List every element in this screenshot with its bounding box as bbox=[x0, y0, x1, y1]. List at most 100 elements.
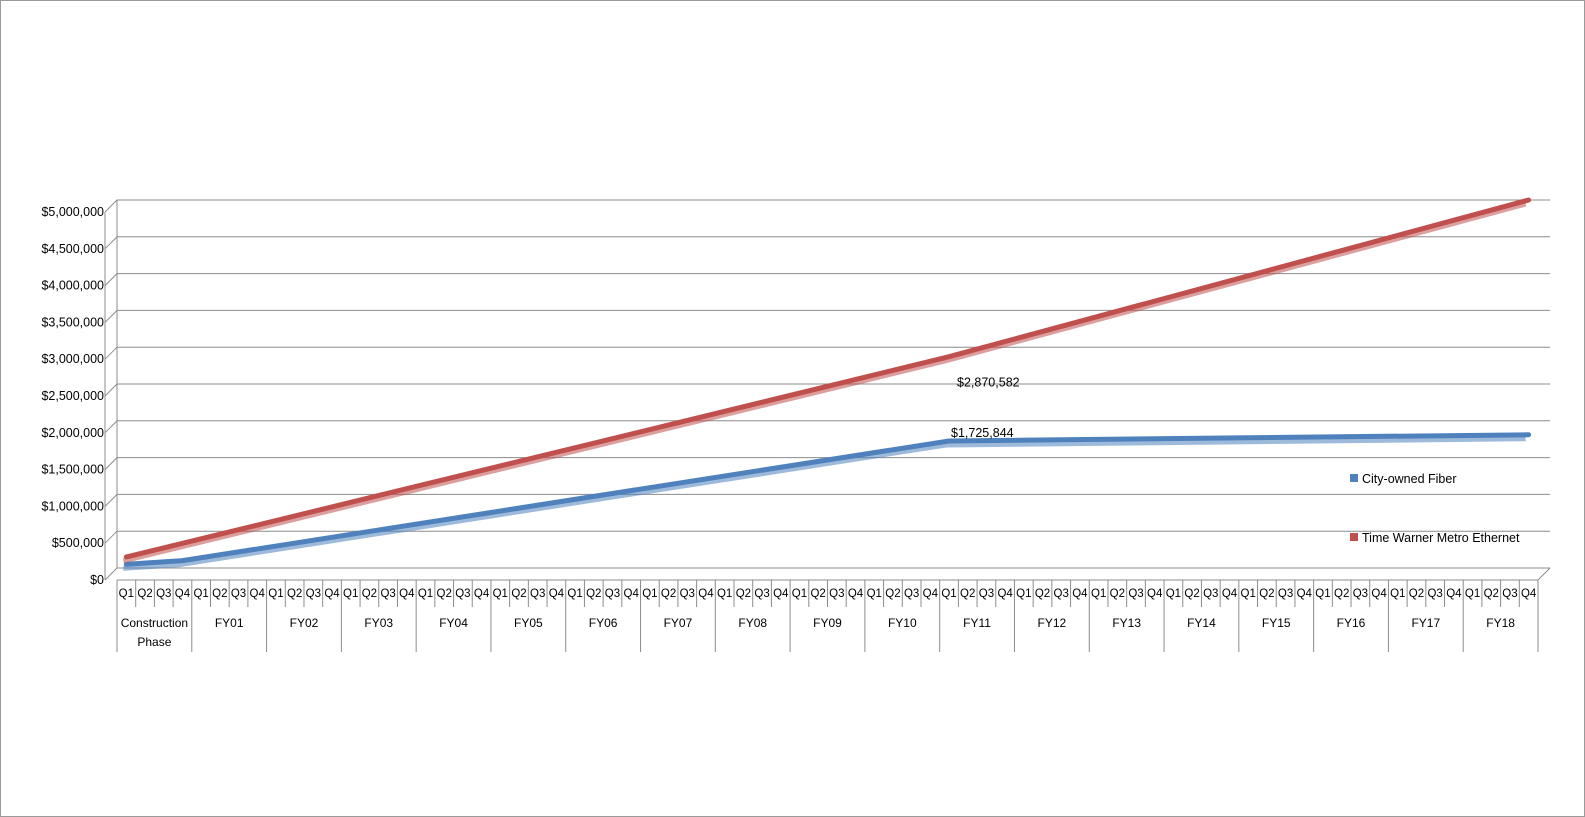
legend-label: City-owned Fiber bbox=[1362, 472, 1456, 486]
gridline bbox=[104, 493, 1550, 507]
y-tick-label: $1,500,000 bbox=[41, 463, 104, 477]
quarter-label: Q4 bbox=[848, 588, 864, 600]
quarter-label: Q3 bbox=[1427, 588, 1442, 600]
quarter-label: Q3 bbox=[829, 588, 844, 600]
period-label: FY08 bbox=[738, 616, 767, 630]
quarter-label: Q2 bbox=[661, 588, 676, 600]
quarter-label: Q3 bbox=[530, 588, 545, 600]
gridline bbox=[104, 457, 1550, 470]
quarter-label: Q2 bbox=[1035, 588, 1050, 600]
gridline bbox=[104, 199, 1550, 213]
quarter-label: Q1 bbox=[1091, 588, 1106, 600]
quarter-label: Q1 bbox=[1241, 588, 1256, 600]
quarter-label: Q4 bbox=[624, 588, 640, 600]
quarter-label: Q2 bbox=[1184, 588, 1199, 600]
period-label-line: Phase bbox=[137, 635, 171, 649]
gridline bbox=[104, 567, 1550, 581]
period-label: FY13 bbox=[1112, 616, 1141, 630]
y-tick-label: $2,500,000 bbox=[41, 389, 104, 403]
quarter-label: Q1 bbox=[119, 588, 134, 600]
legend: City-owned Fiber Time Warner Metro Ethern… bbox=[1350, 472, 1520, 545]
period-label-line: Construction bbox=[121, 616, 188, 630]
quarter-label: Q3 bbox=[231, 588, 246, 600]
quarter-label: Q1 bbox=[1315, 588, 1330, 600]
quarter-label: Q4 bbox=[1446, 588, 1462, 600]
quarter-label: Q4 bbox=[399, 588, 415, 600]
period-label: FY10 bbox=[888, 616, 917, 630]
quarter-label: Q1 bbox=[642, 588, 657, 600]
series-line-city-owned-fiber bbox=[123, 432, 1532, 567]
quarter-label: Q4 bbox=[698, 588, 714, 600]
period-label: FY02 bbox=[290, 616, 319, 630]
quarter-label: Q3 bbox=[754, 588, 769, 600]
legend-label: Time Warner Metro Ethernet bbox=[1362, 531, 1520, 545]
legend-swatch bbox=[1350, 533, 1358, 541]
quarter-label: Q4 bbox=[1297, 588, 1313, 600]
quarter-label: Q2 bbox=[736, 588, 751, 600]
quarter-label: Q2 bbox=[1110, 588, 1125, 600]
gridline bbox=[104, 383, 1550, 397]
quarter-label: Q2 bbox=[1334, 588, 1349, 600]
period-label: FY14 bbox=[1187, 616, 1216, 630]
period-label: FY18 bbox=[1486, 616, 1515, 630]
period-label: FY09 bbox=[813, 616, 842, 630]
quarter-label: Q1 bbox=[343, 588, 358, 600]
quarter-label: Q4 bbox=[250, 588, 266, 600]
period-label: FY16 bbox=[1337, 616, 1366, 630]
period-label: FY03 bbox=[364, 616, 393, 630]
quarter-label: Q2 bbox=[511, 588, 526, 600]
quarter-label: Q2 bbox=[810, 588, 825, 600]
quarter-label: Q3 bbox=[1054, 588, 1069, 600]
quarter-label: Q4 bbox=[175, 588, 191, 600]
period-label: FY11 bbox=[963, 616, 991, 630]
quarter-label: Q2 bbox=[362, 588, 377, 600]
quarter-label: Q1 bbox=[1016, 588, 1031, 600]
quarter-label: Q1 bbox=[867, 588, 882, 600]
y-tick-label: $2,000,000 bbox=[41, 426, 104, 440]
quarter-label: Q4 bbox=[923, 588, 939, 600]
quarter-label: Q3 bbox=[904, 588, 919, 600]
quarter-label: Q2 bbox=[586, 588, 601, 600]
quarter-label: Q1 bbox=[418, 588, 433, 600]
quarter-label: Q3 bbox=[1278, 588, 1293, 600]
quarter-label: Q1 bbox=[1465, 588, 1480, 600]
y-tick-label: $3,500,000 bbox=[41, 315, 104, 329]
quarter-label: Q1 bbox=[567, 588, 582, 600]
quarter-label: Q1 bbox=[1390, 588, 1405, 600]
quarter-label: Q1 bbox=[268, 588, 283, 600]
grid-lines bbox=[104, 199, 1551, 581]
series-line-shadow bbox=[123, 436, 1526, 571]
quarter-label: Q1 bbox=[792, 588, 807, 600]
gridline bbox=[104, 236, 1550, 250]
quarter-label: Q2 bbox=[885, 588, 900, 600]
period-label: FY12 bbox=[1038, 616, 1067, 630]
period-label: FY04 bbox=[439, 616, 468, 630]
x-axis: Q1 Q2 Q3 Q4 Q1 Q2 Q3 Q4 Q1 Q2 Q3 Q4 Q1 Q2 Q3 Q4 Q1 Q2 Q3 Q4… bbox=[116, 580, 1539, 652]
series-lines bbox=[122, 197, 1532, 571]
period-label: FY15 bbox=[1262, 616, 1291, 630]
quarter-label: Q1 bbox=[941, 588, 956, 600]
quarter-label: Q4 bbox=[1147, 588, 1163, 600]
y-tick-label: $0 bbox=[90, 573, 104, 587]
quarter-label: Q4 bbox=[773, 588, 789, 600]
gridline bbox=[104, 420, 1550, 434]
quarter-label: Q3 bbox=[1203, 588, 1218, 600]
quarter-label: Q4 bbox=[1072, 588, 1088, 600]
y-tick-label: $500,000 bbox=[52, 536, 104, 550]
quarter-label: Q2 bbox=[1259, 588, 1274, 600]
y-tick-label: $3,000,000 bbox=[41, 352, 104, 366]
period-label: FY07 bbox=[664, 616, 693, 630]
quarter-label: Q2 bbox=[1409, 588, 1424, 600]
quarter-label: Q3 bbox=[455, 588, 470, 600]
quarter-label: Q4 bbox=[1222, 588, 1238, 600]
y-tick-label: $4,000,000 bbox=[41, 279, 104, 293]
quarter-label: Q2 bbox=[437, 588, 452, 600]
series-line-shadow bbox=[122, 201, 1527, 564]
quarter-label: Q2 bbox=[960, 588, 975, 600]
gridline bbox=[104, 346, 1550, 360]
gridline bbox=[104, 273, 1550, 286]
data-label: $1,725,844 bbox=[951, 426, 1014, 440]
quarter-label: Q4 bbox=[1521, 588, 1537, 600]
quarter-label: Q1 bbox=[493, 588, 508, 600]
